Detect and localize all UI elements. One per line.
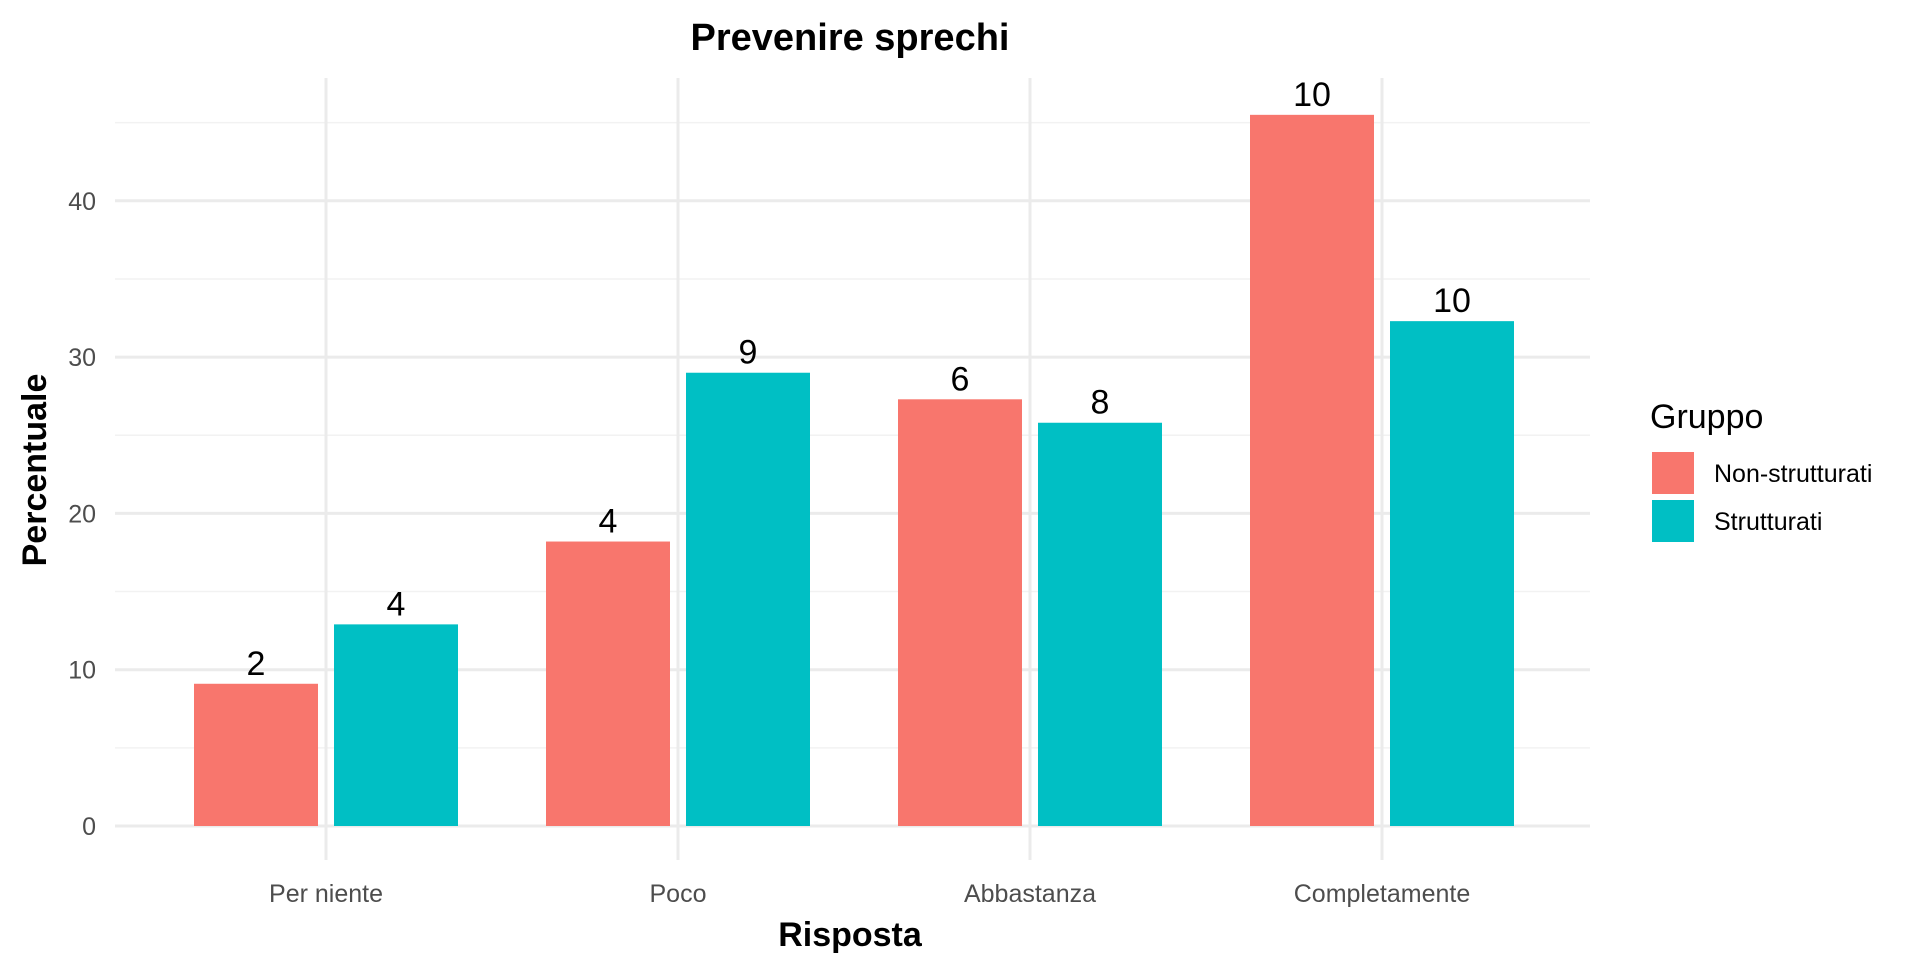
legend: Gruppo Non-strutturati Strutturati [1650,398,1872,542]
legend-label: Strutturati [1714,508,1822,536]
bar [1038,422,1162,826]
y-tick-label: 40 [68,188,96,216]
legend-swatch [1652,500,1694,542]
bar-value-label: 10 [1433,282,1471,320]
bar-value-label: 4 [599,503,618,541]
y-tick-label: 30 [68,344,96,372]
bar-labels: 2 4 6 10 4 9 8 10 [247,76,1471,683]
bar-value-label: 4 [387,585,406,623]
bar [1250,114,1374,826]
x-axis-tick-labels: Per niente Poco Abbastanza Completamente [269,880,1470,908]
legend-label: Non-strutturati [1714,460,1872,488]
bar-value-label: 9 [739,334,758,372]
y-tick-label: 20 [68,500,96,528]
legend-swatch [1652,452,1694,494]
bar [686,372,810,826]
legend-items: Non-strutturati Strutturati [1652,452,1872,542]
y-tick-label: 0 [82,813,96,841]
x-tick-label: Poco [650,880,707,908]
bar [334,624,458,826]
bar [1390,321,1514,826]
y-axis-tick-labels: 0 10 20 30 40 [68,188,96,841]
legend-title: Gruppo [1650,398,1763,436]
bar [194,683,318,826]
bar-value-label: 8 [1091,384,1110,422]
bar [546,541,670,826]
bar [898,399,1022,826]
bar-value-label: 2 [247,645,266,683]
chart-title: Prevenire sprechi [691,17,1010,59]
y-axis-title: Percentuale [16,374,54,567]
x-axis-title: Risposta [778,916,923,954]
x-tick-label: Completamente [1294,880,1470,908]
y-tick-label: 10 [68,657,96,685]
bars [194,114,1514,826]
x-tick-label: Abbastanza [964,880,1096,908]
bar-value-label: 10 [1293,76,1331,114]
bar-value-label: 6 [951,360,970,398]
x-tick-label: Per niente [269,880,383,908]
